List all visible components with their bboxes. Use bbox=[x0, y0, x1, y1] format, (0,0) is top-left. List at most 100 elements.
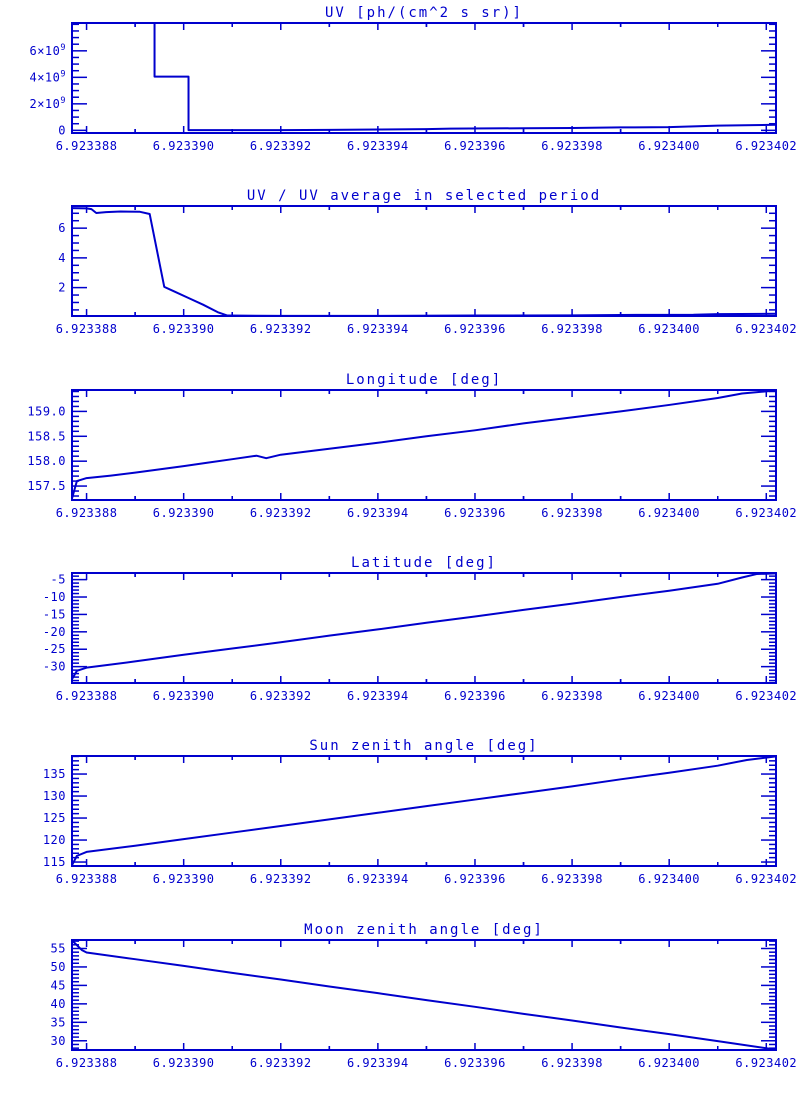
y-tick-label: 55 bbox=[51, 941, 66, 955]
y-tick-label: 159.0 bbox=[27, 404, 66, 418]
x-tick-label: 6.923392 bbox=[250, 1056, 312, 1070]
y-tick-label: -25 bbox=[43, 642, 66, 656]
data-line bbox=[71, 939, 777, 1051]
y-tick-label: 45 bbox=[51, 978, 66, 992]
y-tick-label: -30 bbox=[43, 660, 66, 674]
plot-sun-zenith: 6.923388 6.923390 6.923392 6.923394 6.923396… bbox=[0, 733, 800, 916]
x-tick-label: 6.923390 bbox=[153, 1056, 215, 1070]
x-tick-label: 6.923394 bbox=[347, 1056, 409, 1070]
x-tick-label: 6.923388 bbox=[56, 1056, 118, 1070]
y-tick-label: 135 bbox=[43, 767, 66, 781]
uv-canvas: 6.923388 6.923390 6.923392 6.923394 6.923396… bbox=[30, 5, 797, 153]
y-tick-label: 2 bbox=[58, 281, 66, 295]
x-tick-label: 6.923390 bbox=[153, 139, 215, 153]
y-tick-label: -20 bbox=[43, 625, 66, 639]
x-tick-label: 6.923392 bbox=[250, 139, 312, 153]
x-tick-label: 6.923400 bbox=[638, 139, 700, 153]
y-tick-label: 30 bbox=[51, 1033, 66, 1047]
x-tick-label: 6.923398 bbox=[541, 322, 603, 336]
x-tick-label: 6.923388 bbox=[56, 322, 118, 336]
x-tick-label: 6.923396 bbox=[444, 506, 506, 520]
uv-ratio-canvas: 6.923388 6.923390 6.923392 6.923394 6.923396… bbox=[56, 188, 797, 336]
plot-title: UV / UV average in selected period bbox=[247, 188, 601, 204]
x-tick-label: 6.923394 bbox=[347, 506, 409, 520]
data-line bbox=[71, 389, 777, 500]
x-tick-label: 6.923390 bbox=[153, 506, 215, 520]
x-tick-label: 6.923394 bbox=[347, 139, 409, 153]
x-tick-label: 6.923388 bbox=[56, 872, 118, 886]
x-tick-label: 6.923390 bbox=[153, 689, 215, 703]
y-tick-label: 0 bbox=[58, 123, 66, 137]
x-tick-label: 6.923396 bbox=[444, 322, 506, 336]
plot-title: UV [ph/(cm^2 s sr)] bbox=[325, 5, 523, 21]
y-tick-label: 2×109 bbox=[30, 96, 66, 111]
x-tick-label: 6.923398 bbox=[541, 506, 603, 520]
sun-zenith-canvas: 6.923388 6.923390 6.923392 6.923394 6.923396… bbox=[43, 738, 797, 886]
y-tick-label: 157.5 bbox=[27, 479, 66, 493]
x-tick-label: 6.923394 bbox=[347, 322, 409, 336]
y-tick-label: 4 bbox=[58, 251, 66, 265]
x-tick-label: 6.923392 bbox=[250, 689, 312, 703]
x-tick-label: 6.923400 bbox=[638, 872, 700, 886]
plot-title: Longitude [deg] bbox=[346, 372, 502, 388]
y-tick-label: 50 bbox=[51, 960, 66, 974]
plot-frame bbox=[71, 755, 777, 868]
plot-frame bbox=[71, 21, 777, 134]
plot-title: Sun zenith angle [deg] bbox=[309, 738, 538, 754]
y-tick-label: 40 bbox=[51, 996, 66, 1010]
x-tick-label: 6.923392 bbox=[250, 506, 312, 520]
y-tick-label: 125 bbox=[43, 811, 66, 825]
x-tick-label: 6.923394 bbox=[347, 872, 409, 886]
x-tick-label: 6.923394 bbox=[347, 689, 409, 703]
x-tick-label: 6.923398 bbox=[541, 689, 603, 703]
moon-zenith-canvas: 6.923388 6.923390 6.923392 6.923394 6.923396… bbox=[51, 922, 797, 1070]
x-tick-label: 6.923388 bbox=[56, 506, 118, 520]
plot-frame bbox=[71, 938, 777, 1051]
y-tick-label: 158.0 bbox=[27, 454, 66, 468]
plot-frame bbox=[71, 205, 777, 318]
y-tick-label: -15 bbox=[43, 607, 66, 621]
x-tick-label: 6.923402 bbox=[735, 689, 797, 703]
data-line bbox=[71, 572, 777, 681]
x-tick-label: 6.923402 bbox=[735, 872, 797, 886]
x-tick-label: 6.923398 bbox=[541, 1056, 603, 1070]
plot-longitude: 6.923388 6.923390 6.923392 6.923394 6.923396… bbox=[0, 367, 800, 550]
x-tick-label: 6.923396 bbox=[444, 1056, 506, 1070]
plot-title: Moon zenith angle [deg] bbox=[304, 922, 544, 938]
y-tick-label: 6 bbox=[58, 221, 66, 235]
y-tick-label: -10 bbox=[43, 590, 66, 604]
x-tick-label: 6.923392 bbox=[250, 322, 312, 336]
x-tick-label: 6.923400 bbox=[638, 1056, 700, 1070]
y-tick-label: 158.5 bbox=[27, 429, 66, 443]
y-tick-label: -5 bbox=[51, 573, 66, 587]
y-tick-label: 130 bbox=[43, 789, 66, 803]
x-tick-label: 6.923396 bbox=[444, 139, 506, 153]
x-tick-label: 6.923402 bbox=[735, 322, 797, 336]
x-tick-label: 6.923402 bbox=[735, 1056, 797, 1070]
x-tick-label: 6.923400 bbox=[638, 322, 700, 336]
plot-uv-ratio: 6.923388 6.923390 6.923392 6.923394 6.923396… bbox=[0, 183, 800, 366]
plot-moon-zenith: 6.923388 6.923390 6.923392 6.923394 6.923396… bbox=[0, 917, 800, 1100]
y-tick-label: 35 bbox=[51, 1015, 66, 1029]
y-tick-label: 120 bbox=[43, 833, 66, 847]
data-line bbox=[71, 755, 777, 867]
latitude-canvas: 6.923388 6.923390 6.923392 6.923394 6.923396… bbox=[43, 555, 797, 703]
longitude-canvas: 6.923388 6.923390 6.923392 6.923394 6.923396… bbox=[27, 372, 797, 520]
x-tick-label: 6.923400 bbox=[638, 506, 700, 520]
y-tick-label: 6×109 bbox=[30, 43, 66, 58]
x-tick-label: 6.923390 bbox=[153, 872, 215, 886]
plot-uv: 6.923388 6.923390 6.923392 6.923394 6.923396… bbox=[0, 0, 800, 183]
plot-frame bbox=[71, 571, 777, 684]
x-tick-label: 6.923402 bbox=[735, 506, 797, 520]
x-tick-label: 6.923402 bbox=[735, 139, 797, 153]
x-tick-label: 6.923392 bbox=[250, 872, 312, 886]
x-tick-label: 6.923396 bbox=[444, 872, 506, 886]
y-tick-label: 4×109 bbox=[30, 69, 66, 84]
x-tick-label: 6.923390 bbox=[153, 322, 215, 336]
x-tick-label: 6.923388 bbox=[56, 689, 118, 703]
x-tick-label: 6.923400 bbox=[638, 689, 700, 703]
plot-frame bbox=[71, 388, 777, 501]
x-tick-label: 6.923398 bbox=[541, 872, 603, 886]
data-line bbox=[71, 21, 777, 132]
